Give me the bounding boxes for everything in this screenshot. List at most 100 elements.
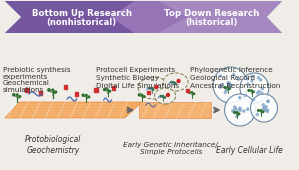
Circle shape [251, 75, 253, 77]
Circle shape [107, 89, 108, 90]
Circle shape [82, 94, 84, 96]
Text: (nonhistorical): (nonhistorical) [47, 18, 117, 27]
Circle shape [88, 96, 90, 98]
Circle shape [253, 98, 255, 100]
Circle shape [228, 82, 230, 85]
Circle shape [236, 115, 238, 117]
Circle shape [188, 92, 190, 93]
Circle shape [260, 79, 262, 81]
Circle shape [248, 90, 250, 91]
Circle shape [251, 90, 252, 91]
Bar [75, 92, 78, 96]
Circle shape [262, 104, 264, 106]
Text: Phylogenetic Inference: Phylogenetic Inference [190, 67, 273, 73]
Circle shape [55, 91, 57, 93]
Circle shape [266, 110, 269, 113]
Text: Bottom Up Research: Bottom Up Research [32, 10, 132, 19]
Circle shape [164, 97, 165, 98]
Text: Synthetic Biology: Synthetic Biology [96, 75, 159, 81]
Circle shape [263, 111, 264, 113]
Circle shape [266, 109, 268, 111]
Circle shape [160, 96, 161, 97]
Circle shape [191, 92, 193, 93]
Circle shape [219, 86, 222, 88]
Circle shape [237, 78, 239, 80]
Circle shape [261, 92, 263, 94]
Circle shape [251, 94, 277, 122]
Circle shape [257, 113, 259, 116]
Text: Early Cellular Life: Early Cellular Life [216, 146, 283, 155]
Circle shape [177, 80, 180, 82]
Ellipse shape [138, 77, 169, 99]
Circle shape [227, 87, 228, 88]
Circle shape [138, 94, 140, 96]
Circle shape [257, 77, 260, 79]
Circle shape [261, 88, 263, 90]
Polygon shape [139, 102, 211, 118]
Circle shape [240, 73, 269, 103]
Ellipse shape [155, 88, 176, 104]
Circle shape [263, 107, 266, 109]
Polygon shape [5, 102, 142, 118]
Bar [147, 90, 150, 94]
Circle shape [234, 107, 236, 109]
Text: Protocell Experiments: Protocell Experiments [96, 67, 175, 73]
Circle shape [263, 107, 265, 109]
Circle shape [171, 81, 172, 83]
Circle shape [243, 110, 245, 112]
Bar [39, 91, 42, 95]
Circle shape [213, 67, 248, 103]
Circle shape [149, 88, 150, 89]
Circle shape [237, 112, 238, 113]
Bar [186, 89, 189, 91]
Circle shape [225, 94, 255, 126]
Circle shape [239, 107, 241, 109]
Bar [64, 85, 67, 89]
Text: Protobiological
Geochemistry: Protobiological Geochemistry [25, 135, 81, 155]
Circle shape [239, 109, 241, 111]
Circle shape [233, 74, 235, 76]
Ellipse shape [163, 73, 188, 91]
Circle shape [239, 97, 241, 99]
Circle shape [265, 106, 267, 108]
Circle shape [234, 106, 236, 108]
Text: Prebiotic synthesis
experiments: Prebiotic synthesis experiments [3, 67, 71, 81]
Circle shape [19, 96, 21, 98]
Circle shape [266, 109, 269, 111]
Circle shape [234, 112, 235, 113]
Circle shape [253, 91, 254, 92]
Circle shape [267, 100, 269, 102]
Circle shape [167, 94, 170, 97]
Circle shape [247, 108, 249, 110]
Circle shape [227, 82, 229, 84]
Circle shape [237, 113, 239, 116]
Circle shape [86, 95, 87, 96]
Circle shape [232, 110, 234, 112]
Bar [112, 86, 115, 90]
Circle shape [141, 94, 143, 96]
Circle shape [225, 89, 227, 91]
Circle shape [267, 100, 269, 102]
Polygon shape [5, 1, 187, 33]
Circle shape [224, 87, 226, 88]
Text: (historical): (historical) [185, 18, 237, 27]
Bar [25, 88, 28, 92]
Circle shape [247, 83, 249, 85]
Circle shape [163, 96, 164, 97]
Circle shape [151, 88, 152, 89]
Circle shape [16, 94, 18, 96]
Circle shape [221, 83, 223, 86]
Bar [94, 88, 98, 92]
Text: Top Down Research: Top Down Research [164, 10, 259, 19]
Circle shape [173, 82, 174, 83]
Circle shape [244, 94, 246, 97]
Circle shape [238, 113, 240, 115]
Circle shape [235, 109, 237, 111]
Circle shape [52, 89, 54, 91]
Circle shape [144, 96, 145, 97]
Circle shape [257, 92, 259, 94]
Circle shape [13, 94, 15, 96]
Circle shape [229, 88, 230, 89]
Circle shape [246, 78, 248, 80]
Circle shape [109, 90, 111, 92]
